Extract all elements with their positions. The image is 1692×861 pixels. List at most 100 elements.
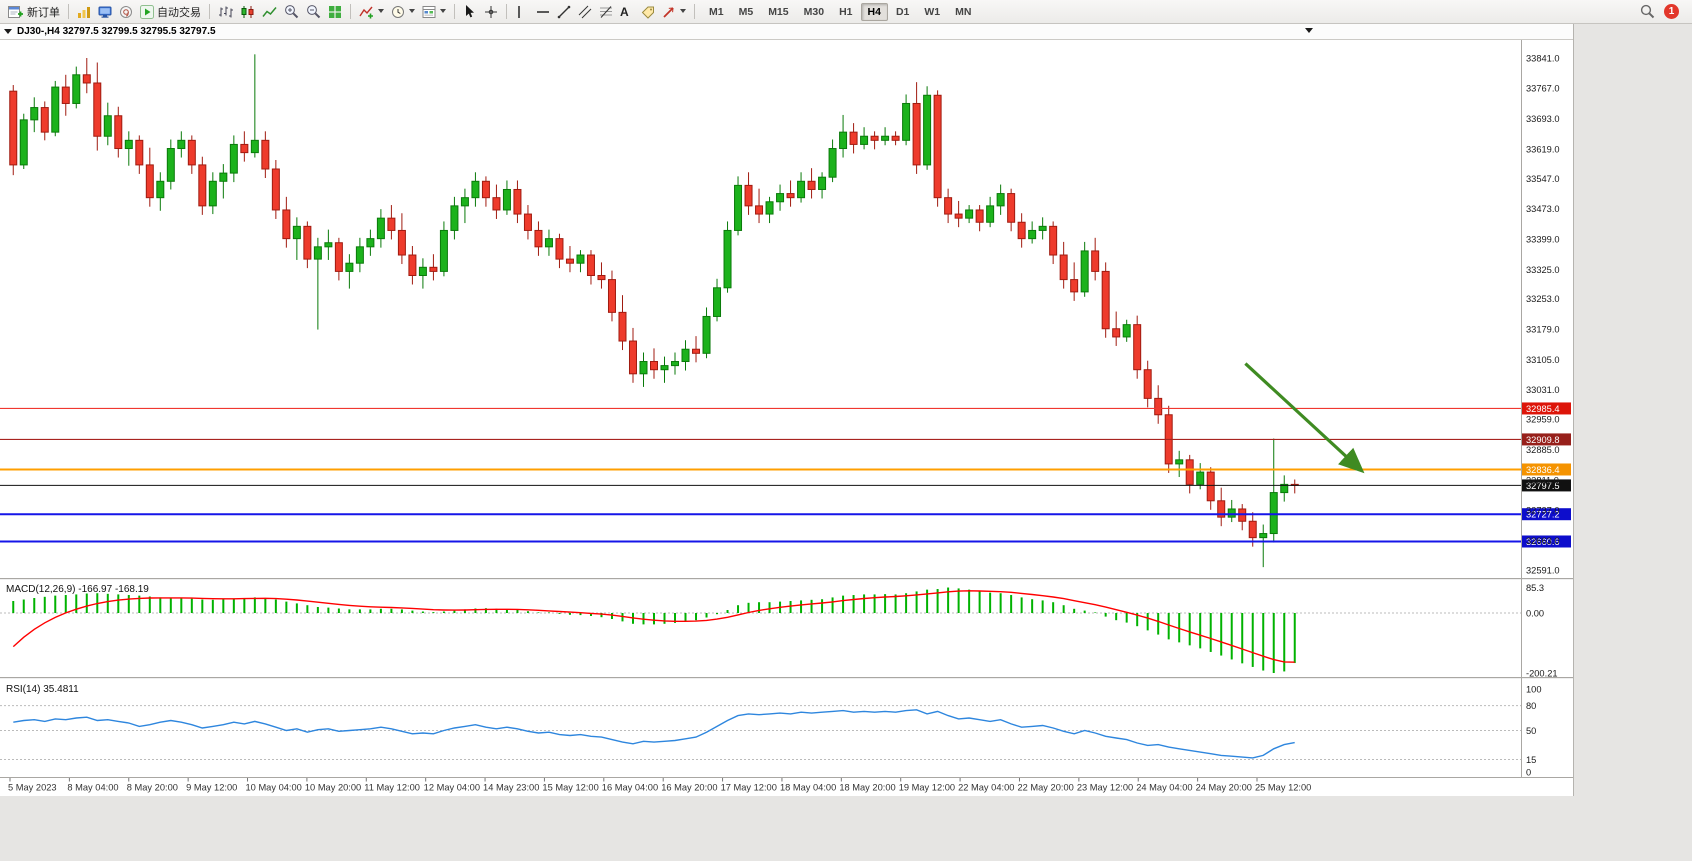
trendline-icon <box>557 5 571 18</box>
bar-chart-icon <box>219 6 233 17</box>
separator <box>454 4 455 19</box>
svg-text:80: 80 <box>1526 701 1536 711</box>
terminal-icon <box>98 6 112 18</box>
crosshair-button[interactable] <box>481 2 501 22</box>
cursor-button[interactable] <box>460 2 480 22</box>
chart-window: DJ30-,H4 32797.5 32799.5 32795.5 32797.5… <box>0 24 1574 796</box>
autotrade-play-icon <box>140 4 154 19</box>
svg-text:0: 0 <box>1526 767 1531 777</box>
line-chart-button[interactable] <box>259 2 280 22</box>
community-button[interactable] <box>116 2 136 22</box>
text-button[interactable]: A <box>617 2 637 22</box>
candlestick-chart-button[interactable] <box>237 2 258 22</box>
svg-text:-200.21: -200.21 <box>1526 668 1558 678</box>
svg-text:32737.0: 32737.0 <box>1526 506 1560 516</box>
trendline-button[interactable] <box>554 2 574 22</box>
bar-chart-button[interactable] <box>215 2 236 22</box>
horizontal-line-button[interactable] <box>533 2 553 22</box>
timeframe-m5[interactable]: M5 <box>732 3 761 21</box>
candlestick-icon <box>241 5 254 18</box>
svg-text:15 May 12:00: 15 May 12:00 <box>542 783 598 793</box>
chevron-down-icon <box>680 9 686 13</box>
svg-text:10 May 04:00: 10 May 04:00 <box>246 783 302 793</box>
svg-text:8 May 20:00: 8 May 20:00 <box>127 783 178 793</box>
market-watch-button[interactable] <box>74 2 94 22</box>
svg-text:33105.0: 33105.0 <box>1526 355 1560 365</box>
label-icon <box>641 6 654 19</box>
svg-text:32591.0: 32591.0 <box>1526 565 1560 575</box>
fibonacci-button[interactable] <box>596 2 616 22</box>
svg-text:17 May 12:00: 17 May 12:00 <box>721 783 777 793</box>
svg-text:10 May 20:00: 10 May 20:00 <box>305 783 361 793</box>
templates-button[interactable] <box>419 2 449 22</box>
timeframe-m30[interactable]: M30 <box>797 3 831 21</box>
zoom-out-icon <box>307 5 321 19</box>
terminal-button[interactable] <box>95 2 115 22</box>
hlines-layer[interactable]: 32985.4 32909.8 32836.4 32727.2 32660.6 32797… <box>0 402 1571 548</box>
candles-layer <box>9 54 1299 568</box>
indicators-icon <box>359 6 373 18</box>
zoom-out-button[interactable] <box>303 2 324 22</box>
arrow-shape-icon <box>663 6 674 18</box>
svg-text:32660.6: 32660.6 <box>1526 537 1560 547</box>
tile-windows-button[interactable] <box>325 2 345 22</box>
scroll-to-end-marker[interactable] <box>1305 28 1313 33</box>
svg-text:33473.0: 33473.0 <box>1526 204 1560 214</box>
fibonacci-icon <box>600 5 612 18</box>
autotrade-label: 自动交易 <box>157 6 201 19</box>
svg-text:16 May 04:00: 16 May 04:00 <box>602 783 658 793</box>
axis-layer: 33841.0 33767.0 33693.0 33619.0 33547.0 33473… <box>0 40 1573 793</box>
rsi-label: RSI(14) 35.4811 <box>6 684 79 695</box>
trend-arrow-annotation <box>1244 362 1365 474</box>
autotrade-button[interactable]: 自动交易 <box>137 2 204 22</box>
new-order-button[interactable]: 新订单 <box>5 2 63 22</box>
svg-text:22 May 04:00: 22 May 04:00 <box>958 783 1014 793</box>
svg-text:33179.0: 33179.0 <box>1526 325 1560 335</box>
svg-text:24 May 20:00: 24 May 20:00 <box>1196 783 1252 793</box>
periods-button[interactable] <box>388 2 418 22</box>
svg-text:32663.0: 32663.0 <box>1526 536 1560 546</box>
svg-text:32836.4: 32836.4 <box>1526 465 1560 475</box>
channel-button[interactable] <box>575 2 595 22</box>
shapes-button[interactable] <box>659 2 689 22</box>
svg-text:19 May 12:00: 19 May 12:00 <box>899 783 955 793</box>
new-order-icon <box>8 5 23 18</box>
timeframe-mn[interactable]: MN <box>948 3 978 21</box>
svg-text:18 May 20:00: 18 May 20:00 <box>839 783 895 793</box>
indicators-button[interactable] <box>356 2 387 22</box>
separator <box>68 4 69 19</box>
chevron-down-icon <box>378 9 384 13</box>
new-order-label: 新订单 <box>27 6 60 19</box>
timeframe-h4[interactable]: H4 <box>860 2 888 21</box>
svg-text:25 May 12:00: 25 May 12:00 <box>1255 783 1311 793</box>
svg-text:33619.0: 33619.0 <box>1526 144 1560 154</box>
svg-text:5 May 2023: 5 May 2023 <box>8 783 57 793</box>
svg-text:11 May 12:00: 11 May 12:00 <box>364 783 420 793</box>
notification-badge[interactable]: 1 <box>1664 4 1679 19</box>
zoom-in-button[interactable] <box>281 2 302 22</box>
chart-canvas[interactable]: 32985.4 32909.8 32836.4 32727.2 32660.6 32797… <box>0 40 1573 796</box>
tile-windows-icon <box>329 5 341 18</box>
svg-text:9 May 12:00: 9 May 12:00 <box>186 783 237 793</box>
vertical-line-button[interactable] <box>512 2 532 22</box>
svg-text:32885.0: 32885.0 <box>1526 445 1560 455</box>
svg-text:32985.4: 32985.4 <box>1526 404 1560 414</box>
community-icon <box>120 5 132 18</box>
timeframe-h1[interactable]: H1 <box>832 3 859 21</box>
svg-text:32959.0: 32959.0 <box>1526 415 1560 425</box>
svg-text:33399.0: 33399.0 <box>1526 234 1560 244</box>
timeframe-m15[interactable]: M15 <box>761 3 795 21</box>
timeframe-d1[interactable]: D1 <box>889 3 916 21</box>
label-button[interactable] <box>638 2 658 22</box>
search-button[interactable] <box>1637 2 1658 22</box>
quick-trade-collapse-icon[interactable] <box>4 29 12 34</box>
timeframe-m1[interactable]: M1 <box>702 3 731 21</box>
svg-text:33841.0: 33841.0 <box>1526 53 1560 63</box>
separator <box>694 4 695 19</box>
timeframe-w1[interactable]: W1 <box>917 3 947 21</box>
market-watch-icon <box>78 6 90 18</box>
annotation-layer[interactable] <box>1244 362 1365 474</box>
crosshair-icon <box>485 5 497 18</box>
indicator-layer: MACD(12,26,9) -166.97 -168.19 RSI(14) 35.… <box>0 578 1573 761</box>
svg-text:0.00: 0.00 <box>1526 608 1544 618</box>
